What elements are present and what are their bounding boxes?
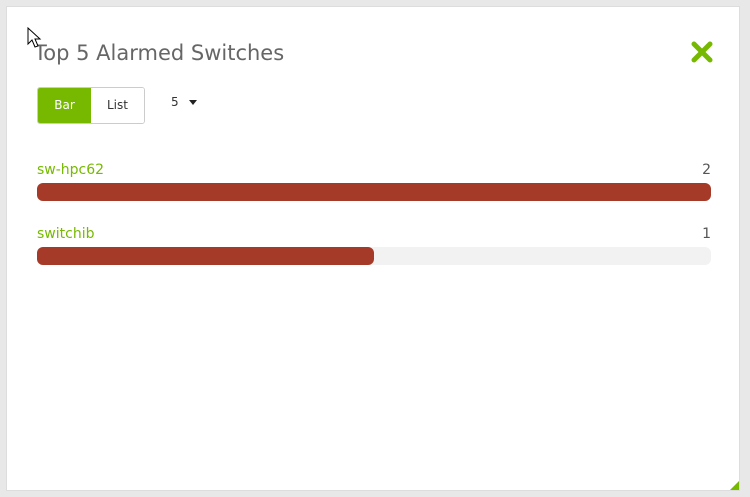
bar-view-button[interactable]: Bar xyxy=(38,88,91,123)
bar-fill xyxy=(37,247,374,265)
alarm-count: 1 xyxy=(702,226,711,242)
bar-fill xyxy=(37,183,711,201)
switch-name[interactable]: switchib xyxy=(37,226,95,242)
count-dropdown[interactable]: 5 xyxy=(171,95,197,109)
switch-name[interactable]: sw-hpc62 xyxy=(37,162,105,178)
close-icon[interactable] xyxy=(690,40,714,64)
count-value: 5 xyxy=(171,95,179,109)
widget-title: Top 5 Alarmed Switches xyxy=(34,41,285,65)
bar-track xyxy=(37,247,711,265)
bar-track xyxy=(37,183,711,201)
alarm-count: 2 xyxy=(702,162,711,178)
mouse-cursor-icon xyxy=(27,27,42,48)
alarmed-switches-widget: Top 5 Alarmed Switches Bar List 5 sw-hpc… xyxy=(6,6,740,491)
caret-down-icon xyxy=(188,100,197,105)
view-toggle: Bar List xyxy=(37,87,145,124)
resize-handle[interactable] xyxy=(730,481,739,490)
list-view-button[interactable]: List xyxy=(91,88,144,123)
